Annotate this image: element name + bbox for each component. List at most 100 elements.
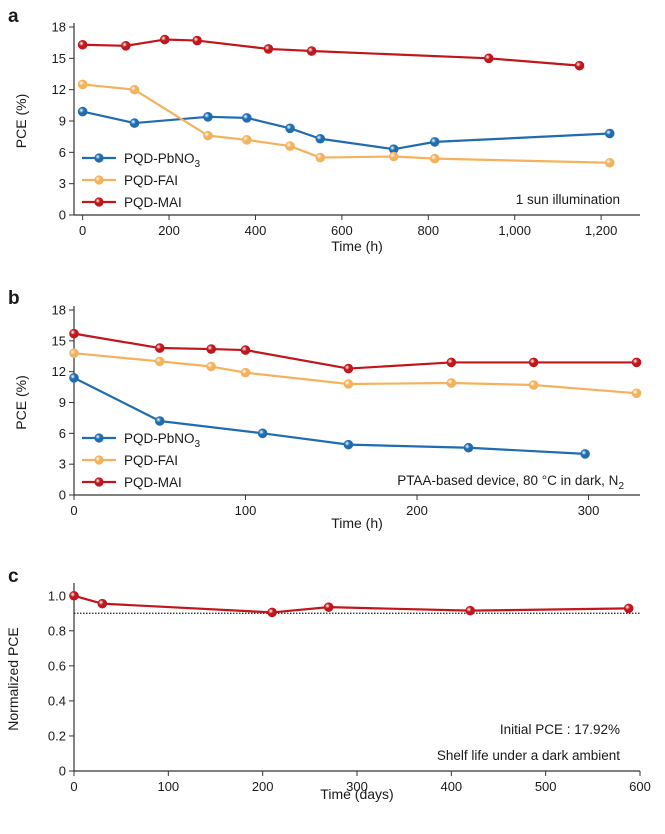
x-tick-label: 200 xyxy=(406,503,428,518)
y-tick-label: 0 xyxy=(59,764,66,779)
data-point xyxy=(69,590,79,601)
panel-a: a 0 3 6 9 12 15 18 0 200 400 600 800 1,000 1,200 Time (… xyxy=(8,6,640,254)
y-tick-label: 3 xyxy=(59,457,66,472)
x-tick-label: 0 xyxy=(79,223,86,238)
data-point xyxy=(323,602,334,612)
legend-entry-subscript: 3 xyxy=(195,439,201,450)
data-point xyxy=(343,439,354,450)
legend-marker xyxy=(94,153,104,163)
x-tick-label: 500 xyxy=(535,779,557,794)
data-point xyxy=(129,84,140,95)
data-point xyxy=(528,380,539,390)
data-point xyxy=(203,130,213,141)
data-point xyxy=(97,598,108,609)
data-point xyxy=(69,348,79,358)
y-tick-label: 12 xyxy=(52,364,66,379)
annotation-subscript: 2 xyxy=(618,481,624,492)
data-point xyxy=(242,135,252,145)
data-point xyxy=(206,361,217,372)
y-tick-label: 1.0 xyxy=(48,588,66,603)
y-tick-label: 3 xyxy=(59,176,66,191)
series-line-pqd-mai xyxy=(73,332,637,370)
x-tick-label: 200 xyxy=(158,223,180,238)
annotation-text: Initial PCE : 17.92% xyxy=(500,722,620,737)
annotation-text: PTAA-based device, 80 °C in dark, N xyxy=(397,473,618,488)
legend-marker xyxy=(94,455,104,465)
legend-entry-subscript: 3 xyxy=(195,159,201,170)
legend-entry-label: PQD-FAI xyxy=(124,173,178,188)
data-point xyxy=(154,416,165,426)
series-line-pqd-pbno xyxy=(82,110,610,151)
data-point xyxy=(154,356,165,367)
data-point xyxy=(154,343,165,353)
data-point xyxy=(343,379,354,389)
data-point xyxy=(263,44,274,54)
legend-entry: PQD-PbNO3 xyxy=(124,151,201,170)
data-point xyxy=(343,363,354,374)
data-point xyxy=(69,373,79,383)
annotation: Initial PCE : 17.92% xyxy=(500,722,620,737)
x-tick-label: 100 xyxy=(235,503,257,518)
series-line-pqd-pbno xyxy=(73,376,586,455)
series-line-pqd-fai xyxy=(73,352,637,395)
legend-entry-label: PQD-MAI xyxy=(124,195,182,210)
legend-marker xyxy=(94,433,104,443)
x-tick-label: 300 xyxy=(578,503,600,518)
panel-letter-b: b xyxy=(8,288,20,309)
data-point xyxy=(604,128,615,139)
x-tick-label: 1,000 xyxy=(498,223,531,238)
annotation: 1 sun illumination xyxy=(516,192,620,207)
y-tick-label: 0.8 xyxy=(48,623,66,638)
data-point xyxy=(463,442,474,453)
y-axis-label: PCE (%) xyxy=(13,375,29,429)
panel-letter-a: a xyxy=(8,6,19,27)
legend-entry: PQD-MAI xyxy=(124,195,182,210)
data-point xyxy=(77,106,88,117)
y-tick-label: 15 xyxy=(52,51,66,66)
data-point xyxy=(240,345,251,355)
y-tick-label: 0.4 xyxy=(48,693,66,708)
data-point xyxy=(580,449,590,459)
x-tick-label: 1,200 xyxy=(585,223,618,238)
data-point xyxy=(121,40,131,51)
legend-entry-label: PQD-PbNO xyxy=(124,151,195,166)
data-point xyxy=(446,378,457,388)
data-point xyxy=(306,46,317,56)
y-tick-label: 6 xyxy=(59,426,66,441)
x-tick-label: 200 xyxy=(252,779,274,794)
data-point xyxy=(77,39,88,50)
x-tick-label: 0 xyxy=(70,503,77,518)
x-tick-label: 300 xyxy=(346,779,368,794)
legend-marker xyxy=(94,175,104,185)
legend-entry: PQD-FAI xyxy=(124,453,178,468)
data-point xyxy=(206,344,217,354)
data-point xyxy=(429,153,440,164)
y-tick-label: 18 xyxy=(52,303,66,318)
data-point xyxy=(631,357,642,368)
x-tick-label: 400 xyxy=(245,223,267,238)
legend-marker xyxy=(94,197,104,207)
x-tick-label: 600 xyxy=(629,779,651,794)
x-axis-label: Time (days) xyxy=(320,786,393,802)
legend-entry: PQD-PbNO3 xyxy=(124,431,201,450)
series-line-pqd-mai xyxy=(82,38,580,67)
data-point xyxy=(69,328,79,339)
y-tick-label: 18 xyxy=(52,20,66,35)
data-point xyxy=(528,357,539,368)
data-point xyxy=(285,123,295,134)
y-tick-label: 12 xyxy=(52,82,66,97)
data-point xyxy=(631,388,642,399)
y-axis-label: PCE (%) xyxy=(13,94,29,148)
data-point xyxy=(77,79,88,90)
y-tick-label: 6 xyxy=(59,145,66,160)
data-point xyxy=(446,357,457,368)
legend-entry-label: PQD-PbNO xyxy=(124,431,195,446)
data-point xyxy=(465,605,476,616)
y-tick-label: 9 xyxy=(59,395,66,410)
panel-b: b 0 3 6 9 12 15 18 0 100 200 300 Time (h) PCE (%) PQD-… xyxy=(8,288,642,531)
y-tick-label: 0.6 xyxy=(48,658,66,673)
annotation: PTAA-based device, 80 °C in dark, N2 xyxy=(397,473,624,492)
data-point xyxy=(574,60,585,71)
data-point xyxy=(315,152,326,163)
